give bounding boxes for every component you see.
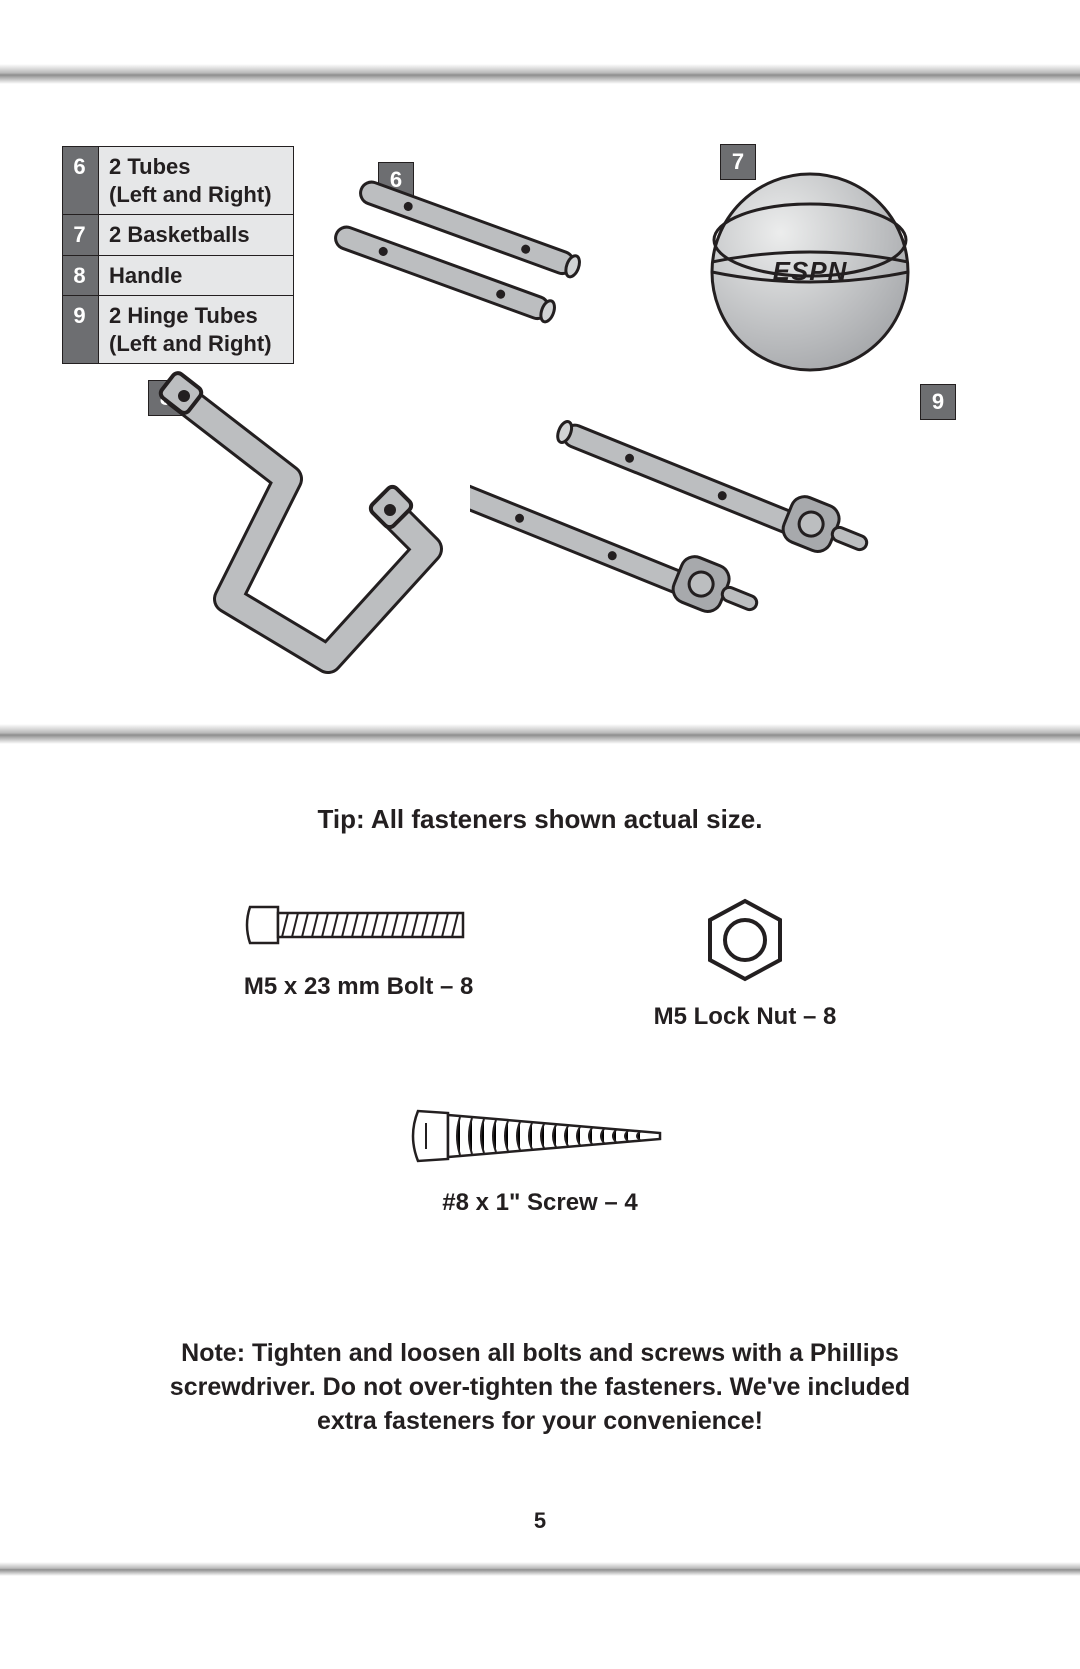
screw-label: #8 x 1" Screw – 4 [442, 1189, 638, 1217]
page: 6 2 Tubes(Left and Right) 7 2 Basketball… [0, 0, 1080, 1596]
bolt-label: M5 x 23 mm Bolt – 8 [244, 973, 473, 1001]
tubes-icon [330, 144, 630, 344]
table-row: 9 2 Hinge Tubes(Left and Right) [63, 296, 294, 364]
basketball-logo: ESPN [773, 256, 848, 286]
screw-icon [410, 1101, 670, 1171]
part-desc: 2 Tubes(Left and Right) [99, 147, 294, 215]
part-desc: 2 Basketballs [99, 215, 294, 256]
table-row: 8 Handle [63, 255, 294, 296]
nut-label: M5 Lock Nut – 8 [654, 1003, 837, 1031]
page-number: 5 [0, 1508, 1080, 1562]
divider-top [0, 64, 1080, 84]
part-desc: 2 Hinge Tubes(Left and Right) [99, 296, 294, 364]
table-row: 7 2 Basketballs [63, 215, 294, 256]
fastener-row-1: M5 x 23 mm Bolt – 8 M5 Lock Nut – 8 [60, 895, 1020, 1031]
part-num: 8 [63, 255, 99, 296]
part-desc: Handle [99, 255, 294, 296]
tip-text: Tip: All fasteners shown actual size. [60, 804, 1020, 835]
fastener-section: Tip: All fasteners shown actual size. [0, 744, 1080, 1438]
part-num: 7 [63, 215, 99, 256]
divider-bottom [0, 1562, 1080, 1576]
hinge-tubes-icon [470, 384, 970, 644]
nut-icon [700, 895, 790, 985]
handle-icon [88, 364, 468, 694]
part-num: 6 [63, 147, 99, 215]
basketball-icon: ESPN [700, 162, 920, 382]
note-text: Note: Tighten and loosen all bolts and s… [160, 1337, 920, 1438]
parts-section: 6 2 Tubes(Left and Right) 7 2 Basketball… [0, 84, 1080, 724]
parts-table: 6 2 Tubes(Left and Right) 7 2 Basketball… [62, 146, 294, 364]
divider-mid [0, 724, 1080, 744]
table-row: 6 2 Tubes(Left and Right) [63, 147, 294, 215]
nut-item: M5 Lock Nut – 8 [654, 895, 837, 1031]
bolt-item: M5 x 23 mm Bolt – 8 [244, 895, 474, 1031]
part-num: 9 [63, 296, 99, 364]
screw-item: #8 x 1" Screw – 4 [60, 1101, 1020, 1217]
bolt-icon [244, 895, 474, 955]
